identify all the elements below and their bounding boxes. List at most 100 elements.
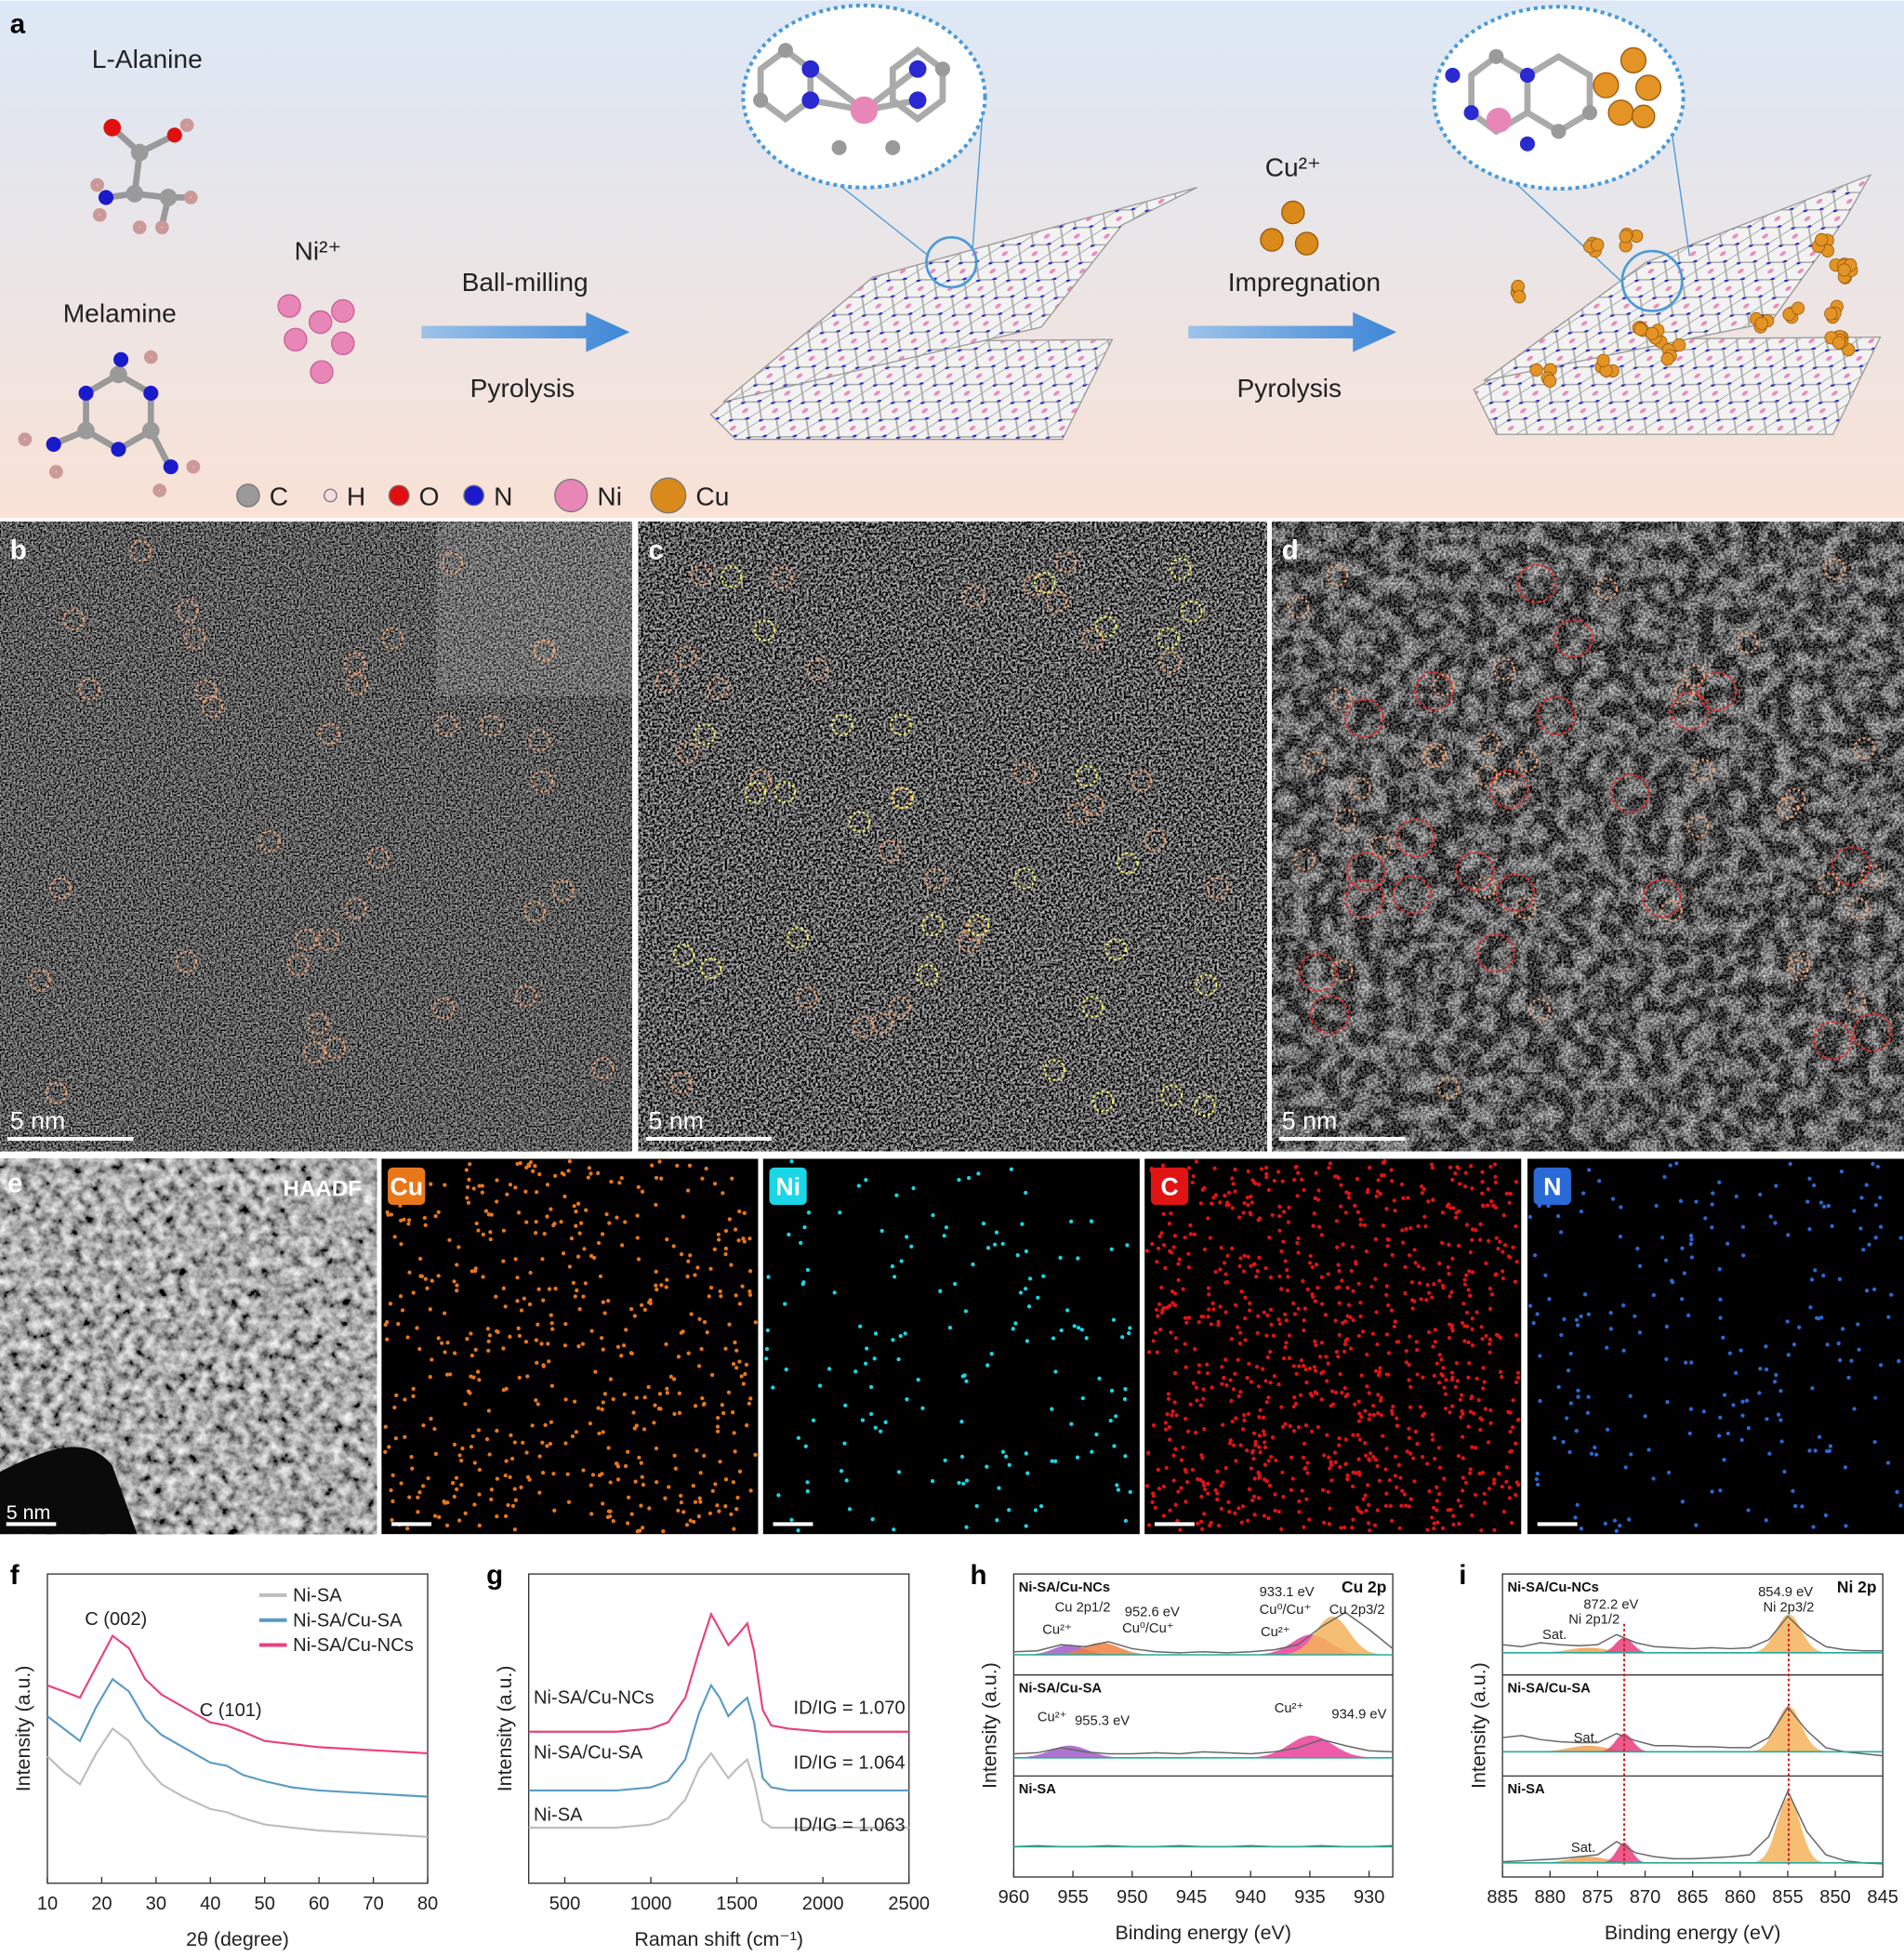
map-dot bbox=[1375, 1508, 1381, 1513]
map-dot bbox=[549, 1313, 553, 1317]
map-dot bbox=[1514, 1180, 1518, 1184]
map-dot bbox=[1494, 1236, 1499, 1240]
atom-marker bbox=[672, 944, 695, 966]
map-dot bbox=[727, 1322, 732, 1327]
map-dot bbox=[553, 1286, 558, 1291]
atom-marker bbox=[654, 669, 678, 693]
map-dot bbox=[531, 1169, 536, 1173]
map-dot bbox=[1230, 1419, 1235, 1424]
map-dot bbox=[1190, 1467, 1196, 1473]
atom-marker bbox=[435, 714, 458, 737]
panel-label: c bbox=[648, 535, 663, 565]
map-dot bbox=[524, 1220, 529, 1224]
map-dot bbox=[1128, 1326, 1132, 1330]
legend-label: Ni-SA bbox=[293, 1586, 342, 1606]
atom-marker bbox=[1844, 990, 1867, 1012]
map-dot bbox=[732, 1431, 736, 1435]
map-dot bbox=[588, 1483, 593, 1487]
map-dot bbox=[1205, 1362, 1210, 1367]
map-dot bbox=[686, 1259, 691, 1263]
map-dot bbox=[737, 1209, 742, 1214]
map-dot bbox=[1470, 1237, 1474, 1242]
atom-marker bbox=[258, 829, 282, 852]
map-dot bbox=[1186, 1166, 1192, 1170]
map-dot bbox=[477, 1378, 482, 1382]
map-dot bbox=[1367, 1417, 1371, 1421]
map-dot bbox=[605, 1514, 611, 1520]
map-dot bbox=[1302, 1318, 1306, 1323]
map-dot bbox=[1273, 1492, 1277, 1497]
map-dot bbox=[1717, 1180, 1722, 1184]
map-dot bbox=[1218, 1200, 1223, 1205]
x-axis-label: Binding energy (eV) bbox=[1116, 1922, 1291, 1944]
map-dot bbox=[1670, 1280, 1675, 1285]
map-dot bbox=[1435, 1485, 1439, 1489]
map-dot bbox=[1216, 1523, 1222, 1528]
map-dot bbox=[1230, 1206, 1235, 1210]
map-dot bbox=[1586, 1312, 1592, 1316]
map-dot bbox=[1354, 1262, 1358, 1266]
map-dot bbox=[1396, 1462, 1402, 1467]
map-dot bbox=[1281, 1355, 1287, 1361]
map-dot bbox=[1479, 1417, 1485, 1422]
map-dot bbox=[552, 1173, 558, 1179]
map-dot bbox=[1161, 1211, 1166, 1217]
map-dot bbox=[1161, 1513, 1167, 1518]
map-dot bbox=[1466, 1288, 1471, 1292]
map-dot bbox=[1741, 1253, 1746, 1258]
map-dot bbox=[1296, 1306, 1301, 1311]
atom-marker bbox=[1075, 764, 1098, 787]
map-dot bbox=[1209, 1520, 1213, 1525]
map-dot bbox=[796, 1435, 801, 1440]
map-dot bbox=[1024, 1190, 1028, 1196]
map-dot bbox=[501, 1259, 506, 1263]
atom-marker bbox=[1686, 815, 1710, 838]
map-dot bbox=[566, 1169, 571, 1173]
map-dot bbox=[1461, 1301, 1466, 1306]
map-dot bbox=[488, 1230, 493, 1235]
fit-peak bbox=[1282, 1616, 1382, 1655]
map-dot bbox=[1075, 1455, 1080, 1460]
map-dot bbox=[1356, 1419, 1361, 1423]
atom-marker bbox=[523, 900, 547, 923]
map-dot bbox=[930, 1479, 935, 1484]
map-dot bbox=[1674, 1161, 1679, 1166]
map-dot bbox=[1740, 1224, 1746, 1229]
map-dot bbox=[1027, 1276, 1033, 1281]
map-dot bbox=[1416, 1223, 1421, 1228]
map-dot bbox=[1484, 1333, 1488, 1339]
map-dot bbox=[1589, 1451, 1594, 1456]
map-dot bbox=[1150, 1500, 1155, 1505]
map-dot bbox=[1248, 1301, 1252, 1305]
map-dot bbox=[1120, 1335, 1125, 1340]
annotation: Ni 2p1/2 bbox=[1568, 1613, 1620, 1628]
map-dot bbox=[423, 1276, 428, 1281]
map-dot bbox=[416, 1495, 420, 1500]
map-dot bbox=[1111, 1317, 1117, 1322]
map-dot bbox=[1408, 1451, 1413, 1456]
map-dot bbox=[1744, 1398, 1750, 1403]
map-dot bbox=[1400, 1228, 1405, 1233]
x-tick-label: 855 bbox=[1772, 1887, 1804, 1908]
map-dot bbox=[1314, 1342, 1318, 1348]
map-dot bbox=[1722, 1393, 1727, 1397]
atom-marker bbox=[318, 722, 340, 746]
map-dot bbox=[1897, 1358, 1901, 1364]
map-dot bbox=[1167, 1221, 1172, 1226]
map-dot bbox=[672, 1377, 677, 1381]
atom-marker bbox=[924, 867, 946, 891]
cu-cluster-atom bbox=[1754, 316, 1768, 331]
map-dot bbox=[771, 1385, 775, 1390]
map-dot bbox=[1463, 1170, 1468, 1175]
map-dot bbox=[1329, 1389, 1335, 1394]
map-dot bbox=[1408, 1225, 1413, 1231]
map-dot bbox=[1172, 1234, 1178, 1238]
map-dot bbox=[505, 1192, 509, 1196]
micrograph-d bbox=[1272, 522, 1904, 1152]
map-dot bbox=[1108, 1418, 1113, 1423]
map-dot bbox=[601, 1300, 605, 1304]
map-dot bbox=[1025, 1471, 1030, 1475]
map-dot bbox=[1345, 1337, 1350, 1341]
map-dot bbox=[872, 1356, 877, 1361]
map-dot bbox=[1664, 1356, 1669, 1362]
